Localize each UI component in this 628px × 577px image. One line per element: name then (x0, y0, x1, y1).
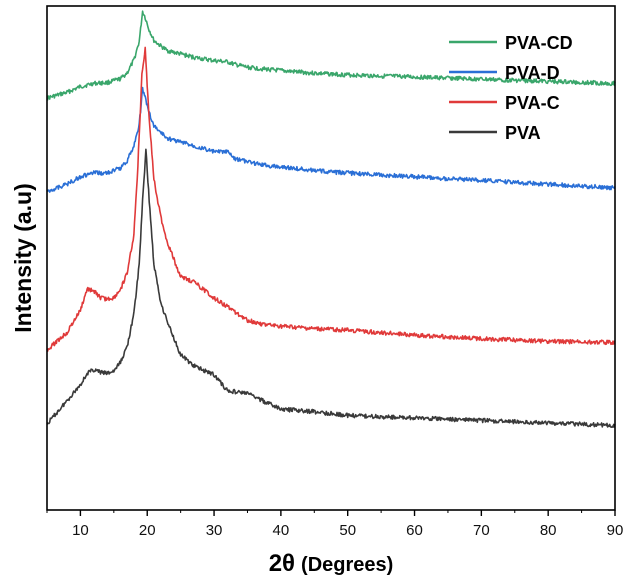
y-axis-title: Intensity (a.u) (10, 183, 36, 333)
legend-label-pva-cd: PVA-CD (505, 33, 573, 53)
series-layer (46, 10, 616, 429)
x-tick-label-60: 60 (406, 522, 423, 539)
x-tick-label-30: 30 (206, 522, 223, 539)
series-line-pva (46, 148, 616, 429)
plot-frame (46, 5, 616, 511)
x-tick-label-40: 40 (273, 522, 290, 539)
series-line-pva-c (46, 46, 616, 352)
legend-label-pva-d: PVA-D (505, 63, 560, 83)
x-axis-title-main: 2θ (269, 550, 295, 577)
x-tick-label-50: 50 (339, 522, 356, 539)
legend: PVA-CD PVA-D PVA-C PVA (449, 33, 573, 143)
x-axis-title-unit: (Degrees) (301, 554, 393, 576)
legend-label-pva: PVA (505, 123, 541, 143)
series-line-pva-cd (46, 10, 616, 101)
x-tick-label-20: 20 (139, 522, 156, 539)
x-tick-label-80: 80 (540, 522, 557, 539)
x-tick-label-10: 10 (72, 522, 89, 539)
legend-label-pva-c: PVA-C (505, 93, 560, 113)
x-tick-label-90: 90 (607, 522, 624, 539)
x-axis-title: 2θ (Degrees) (269, 550, 394, 577)
x-axis-ticks: 10 20 30 40 50 60 70 80 90 (46, 510, 624, 539)
x-tick-label-70: 70 (473, 522, 490, 539)
